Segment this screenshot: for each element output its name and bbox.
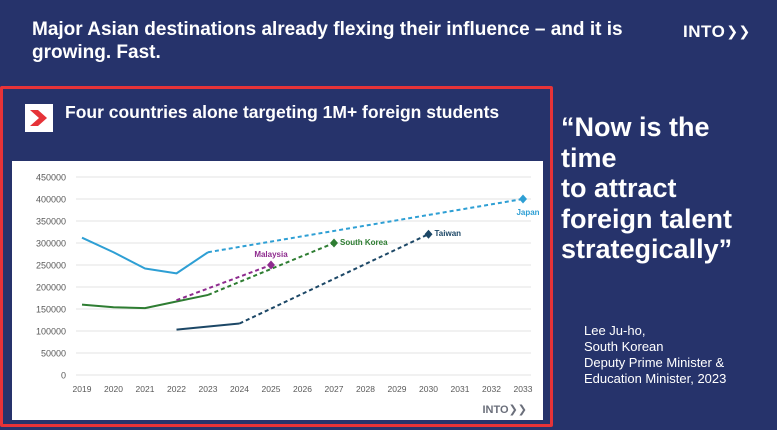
quote-line: time — [561, 142, 617, 173]
japan-target-marker — [519, 194, 527, 204]
x-tick-label: 2029 — [388, 384, 407, 394]
y-tick-label: 0 — [61, 371, 66, 381]
x-tick-label: 2032 — [482, 384, 501, 394]
japan-actual-line — [81, 236, 209, 275]
quote: “Now is the time to attract foreign talent s… — [561, 112, 775, 265]
y-tick-label: 200000 — [36, 283, 66, 293]
x-tick-label: 2031 — [451, 384, 470, 394]
taiwan-actual-line — [176, 322, 240, 331]
y-tick-label: 350000 — [36, 217, 66, 227]
japan-projected-line — [207, 198, 524, 254]
y-tick-label: 50000 — [41, 349, 66, 359]
japan-series-label: Japan — [516, 208, 539, 217]
y-tick-label: 250000 — [36, 261, 66, 271]
south-korea-projected-line — [207, 242, 335, 296]
attribution-line: Lee Ju-ho, — [584, 323, 646, 338]
brand-logo: INTO❯❯ — [683, 22, 751, 42]
quote-line: “Now is the — [561, 112, 710, 142]
x-tick-label: 2033 — [514, 384, 533, 394]
taiwan-target-marker — [424, 229, 433, 239]
double-chevron-right-icon: ❯❯ — [726, 23, 751, 39]
x-tick-label: 2020 — [104, 384, 123, 394]
x-tick-label: 2022 — [167, 384, 186, 394]
x-tick-label: 2023 — [199, 384, 218, 394]
malaysia-target-marker — [267, 260, 275, 270]
quote-line: strategically” — [561, 234, 733, 264]
malaysia-series-label: Malaysia — [254, 250, 288, 259]
x-tick-label: 2021 — [136, 384, 155, 394]
attribution-line: South Korean — [584, 339, 664, 354]
y-tick-label: 450000 — [36, 173, 66, 183]
quote-line: to attract — [561, 173, 677, 203]
taiwan-series-label: Taiwan — [435, 229, 462, 238]
attribution-line: Education Minister, 2023 — [584, 371, 727, 386]
south-korea-series-label: South Korea — [340, 238, 388, 247]
brand-logo-text: INTO — [683, 22, 726, 41]
x-tick-label: 2025 — [262, 384, 281, 394]
panel-title: Four countries alone targeting 1M+ forei… — [65, 102, 500, 122]
y-tick-label: 300000 — [36, 239, 66, 249]
attribution-line: Deputy Prime Minister & — [584, 355, 725, 370]
x-tick-label: 2026 — [293, 384, 312, 394]
attribution: Lee Ju-ho, South Korean Deputy Prime Minis… — [584, 323, 774, 387]
chevron-right-icon — [25, 104, 53, 132]
chart-watermark-text: INTO — [482, 404, 509, 416]
south-korea-target-marker — [330, 238, 338, 248]
malaysia-projected-line — [176, 264, 272, 302]
chart-watermark-icon: ❯❯ — [508, 404, 527, 416]
x-tick-label: 2027 — [325, 384, 344, 394]
quote-line: foreign talent — [561, 203, 733, 234]
chart-panel: Four countries alone targeting 1M+ forei… — [0, 86, 553, 427]
chart-watermark: INTO❯❯ — [482, 403, 527, 416]
x-tick-label: 2024 — [230, 384, 249, 394]
y-tick-label: 400000 — [36, 195, 66, 205]
x-tick-label: 2030 — [419, 384, 438, 394]
y-tick-label: 150000 — [36, 305, 66, 315]
taiwan-projected-line — [239, 233, 429, 325]
chart: 0 50000 100000 150000 200000 250000 300000 3500… — [12, 161, 543, 420]
x-tick-label: 2019 — [73, 384, 92, 394]
chart-svg: 0 50000 100000 150000 200000 250000 300000 3500… — [36, 173, 540, 395]
y-tick-label: 100000 — [36, 327, 66, 337]
slide-title: Major Asian destinations already flexing… — [32, 19, 623, 63]
south-korea-actual-line — [81, 293, 209, 310]
x-tick-label: 2028 — [356, 384, 375, 394]
